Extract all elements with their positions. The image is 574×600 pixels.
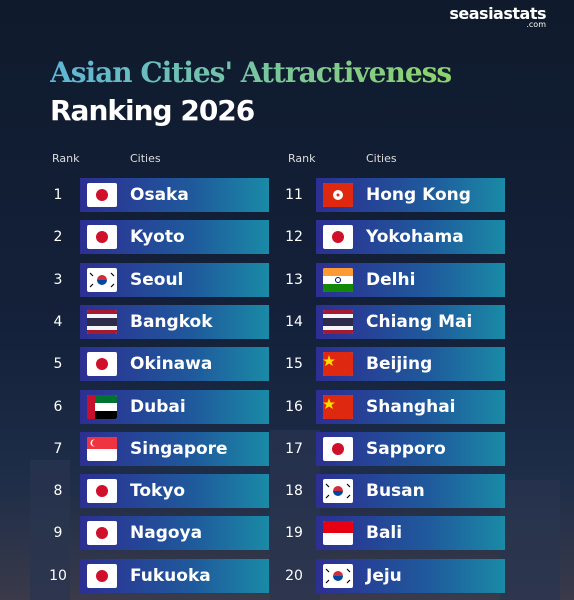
flag [87, 267, 117, 292]
city-name: Shanghai [366, 396, 456, 417]
rank: 11 [285, 187, 303, 203]
city-name: Chiang Mai [366, 311, 473, 332]
rank: 13 [285, 271, 303, 288]
city-row: Okinawa [80, 347, 269, 382]
rank-header: Rank [52, 152, 80, 165]
flag [323, 267, 353, 292]
city-header: Cities [130, 152, 161, 165]
city-name: Hong Kong [366, 185, 471, 205]
rank-header: Rank [288, 152, 316, 165]
brand-suffix: .com [526, 20, 546, 29]
rank: 17 [285, 440, 303, 457]
city-row: Bali [316, 516, 505, 551]
flag [323, 183, 353, 207]
city-name: Okinawa [130, 354, 213, 375]
flag [323, 436, 353, 461]
rank: 9 [53, 525, 63, 542]
flag [323, 521, 353, 546]
city-row: Osaka [80, 178, 269, 212]
city-name: Kyoto [130, 227, 185, 248]
city-row: Jeju [316, 558, 505, 593]
city-row: Dubai [80, 389, 269, 424]
flag [87, 183, 117, 207]
city-row: Seoul [80, 262, 269, 297]
skyline [500, 480, 560, 600]
subtitle: Ranking 2026 [50, 94, 255, 127]
flag [87, 436, 117, 461]
city-row: Chiang Mai [316, 304, 505, 339]
rank: 20 [285, 567, 303, 584]
city-row: Busan [316, 474, 505, 509]
flag [87, 394, 117, 419]
rank: 15 [285, 356, 303, 373]
rank: 4 [53, 313, 63, 330]
flag [87, 309, 117, 334]
city-name: Osaka [130, 185, 189, 205]
flag [323, 352, 353, 377]
rank: 18 [285, 483, 303, 500]
rank: 16 [285, 398, 303, 415]
city-name: Beijing [366, 354, 433, 375]
rank: 12 [285, 229, 303, 246]
flag [87, 352, 117, 377]
city-row: Shanghai [316, 389, 505, 424]
city-name: Sapporo [366, 438, 446, 459]
city-row: Sapporo [316, 431, 505, 466]
city-row: Nagoya [80, 516, 269, 551]
brand: seasiastats [449, 4, 546, 23]
flag [87, 563, 117, 588]
city-name: Bali [366, 523, 403, 544]
flag [323, 479, 353, 504]
city-row: Bangkok [80, 304, 269, 339]
city-row: Fukuoka [80, 558, 269, 593]
rank: 19 [285, 525, 303, 542]
rank: 14 [285, 313, 303, 330]
city-name: Singapore [130, 438, 228, 459]
rank: 2 [53, 229, 63, 246]
city-header: Cities [366, 152, 397, 165]
rank: 7 [53, 440, 63, 457]
flag [87, 521, 117, 546]
rank: 1 [53, 187, 63, 203]
flag [323, 394, 353, 419]
rank: 6 [53, 398, 63, 415]
city-row: Delhi [316, 262, 505, 297]
city-name: Yokohama [366, 227, 464, 248]
rank: 8 [53, 483, 63, 500]
skyline [30, 460, 70, 600]
city-row: Tokyo [80, 474, 269, 509]
flag [323, 309, 353, 334]
flag [87, 225, 117, 250]
city-name: Nagoya [130, 523, 203, 544]
title: Asian Cities' Attractiveness [50, 56, 452, 89]
rank: 10 [49, 567, 67, 584]
flag [323, 563, 353, 588]
city-name: Busan [366, 481, 425, 502]
city-row: Kyoto [80, 220, 269, 255]
city-row: Singapore [80, 431, 269, 466]
city-name: Seoul [130, 269, 184, 290]
city-name: Jeju [366, 565, 402, 586]
city-row: Yokohama [316, 220, 505, 255]
city-name: Dubai [130, 396, 186, 417]
skyline [270, 430, 320, 600]
city-name: Tokyo [130, 481, 186, 502]
flag [323, 225, 353, 250]
city-name: Bangkok [130, 311, 213, 332]
city-name: Fukuoka [130, 565, 211, 586]
rank: 5 [53, 356, 63, 373]
city-row: Hong Kong [316, 178, 505, 212]
flag [87, 479, 117, 504]
rank: 3 [53, 271, 63, 288]
city-row: Beijing [316, 347, 505, 382]
city-name: Delhi [366, 269, 416, 290]
